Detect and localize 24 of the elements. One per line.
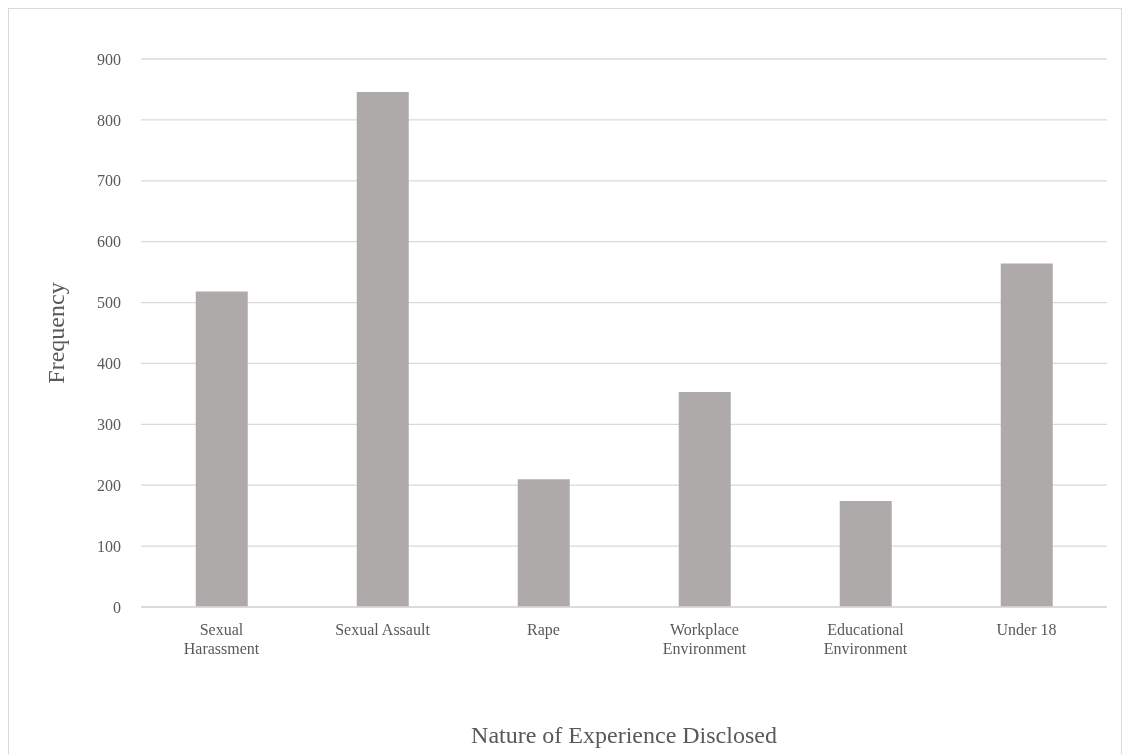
x-tick-label: Sexual Harassment	[183, 621, 260, 657]
y-tick-label: 500	[97, 294, 121, 312]
x-tick-label: Rape	[527, 621, 560, 639]
y-tick-label: 200	[97, 476, 121, 494]
x-tick-label: Under 18	[996, 621, 1057, 638]
y-axis-title: Frequency	[42, 282, 69, 384]
y-tick-label: 100	[97, 537, 121, 555]
bar	[839, 501, 892, 607]
bar	[195, 291, 248, 607]
y-tick-label: 900	[97, 50, 121, 68]
y-tick-label: 0	[113, 598, 121, 616]
y-tick-label: 600	[97, 233, 121, 251]
bar	[678, 392, 731, 607]
x-axis-title: Nature of Experience Disclosed	[471, 722, 777, 748]
x-tick-label: Educational Environment	[823, 621, 908, 657]
x-tick-label: Sexual Assault	[335, 621, 431, 638]
bar	[1000, 263, 1053, 607]
bar	[517, 479, 570, 607]
y-tick-label: 300	[97, 416, 121, 434]
bar	[356, 91, 409, 607]
y-tick-label: 800	[97, 111, 121, 129]
x-tick-label: Workplace Environment	[662, 621, 747, 657]
y-tick-label: 700	[97, 172, 121, 190]
y-tick-label: 400	[97, 355, 121, 373]
